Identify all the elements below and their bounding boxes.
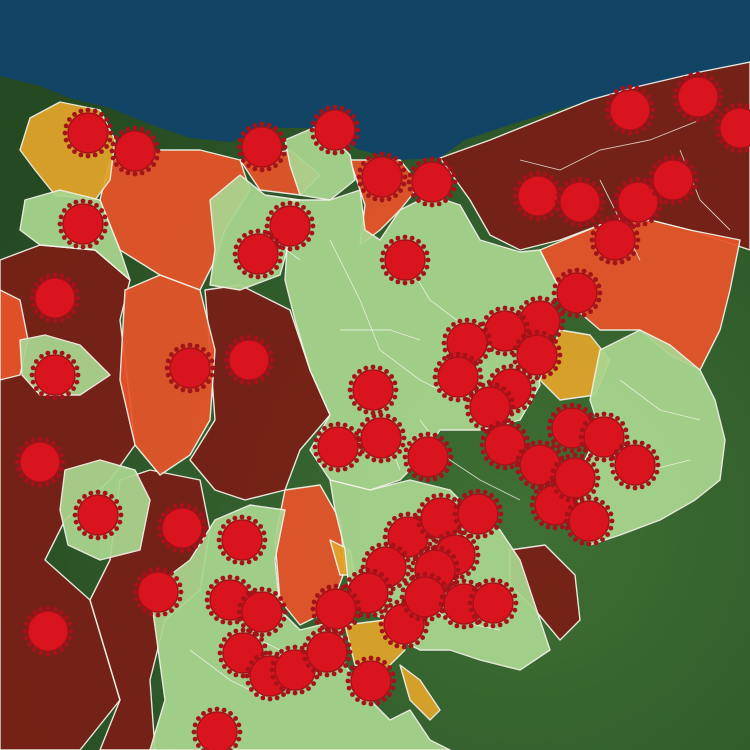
virus-icon[interactable] [356, 151, 408, 203]
virus-icon[interactable] [604, 84, 656, 136]
virus-icon[interactable] [156, 502, 208, 554]
virus-icon[interactable] [132, 566, 184, 618]
virus-icon[interactable] [264, 200, 316, 252]
virus-icon[interactable] [164, 342, 216, 394]
virus-icon[interactable] [312, 421, 364, 473]
virus-icon[interactable] [14, 436, 66, 488]
virus-icon[interactable] [57, 198, 109, 250]
virus-icon[interactable] [236, 586, 288, 638]
virus-icon[interactable] [191, 706, 243, 750]
virus-icon[interactable] [355, 412, 407, 464]
virus-icon[interactable] [109, 125, 161, 177]
region-south-yellow-small[interactable] [399, 664, 441, 721]
virus-icon[interactable] [432, 351, 484, 403]
virus-icon[interactable] [345, 655, 397, 707]
virus-icon[interactable] [714, 102, 750, 154]
virus-icon[interactable] [379, 234, 431, 286]
virus-icon[interactable] [310, 583, 362, 635]
virus-icon[interactable] [347, 364, 399, 416]
case-markers [14, 71, 750, 750]
virus-icon[interactable] [22, 605, 74, 657]
sea-area [0, 0, 750, 160]
virus-icon[interactable] [216, 514, 268, 566]
virus-icon[interactable] [402, 431, 454, 483]
virus-icon[interactable] [236, 121, 288, 173]
virus-icon[interactable] [672, 71, 724, 123]
virus-icon[interactable] [301, 626, 353, 678]
virus-icon[interactable] [223, 334, 275, 386]
virus-icon[interactable] [406, 156, 458, 208]
virus-icon[interactable] [232, 228, 284, 280]
virus-icon[interactable] [549, 452, 601, 504]
virus-icon[interactable] [609, 439, 661, 491]
virus-icon[interactable] [563, 495, 615, 547]
virus-icon[interactable] [554, 176, 606, 228]
virus-icon[interactable] [62, 107, 114, 159]
virus-icon[interactable] [309, 104, 361, 156]
virus-icon[interactable] [647, 154, 699, 206]
virus-icon[interactable] [29, 349, 81, 401]
virus-icon[interactable] [29, 272, 81, 324]
virus-icon[interactable] [72, 489, 124, 541]
virus-icon[interactable] [589, 214, 641, 266]
virus-icon[interactable] [467, 577, 519, 629]
